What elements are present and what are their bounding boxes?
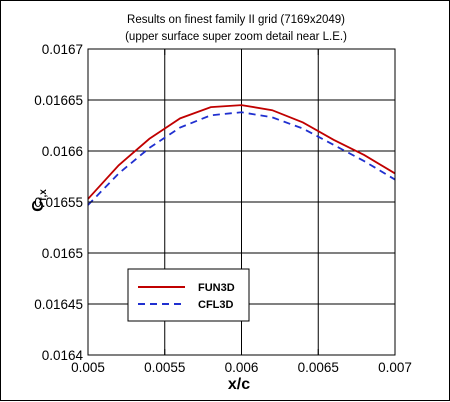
chart-subtitle: (upper surface super zoom detail near L.… xyxy=(125,31,347,43)
chart-title: Results on finest family II grid (7169x2… xyxy=(127,14,345,26)
y-tick-label: 0.0166 xyxy=(42,144,83,159)
y-axis-label-group: C xyxy=(30,200,47,212)
y-tick-label: 0.01645 xyxy=(34,297,83,312)
y-tick-label: 0.0165 xyxy=(42,246,83,261)
y-axis-label-subscript: f,x xyxy=(38,189,49,201)
legend-label-cfl3d: CFL3D xyxy=(198,299,234,311)
tick-layer: 0.005 0.0055 0.006 0.0065 0.007 0.0164 0.01645… xyxy=(34,42,412,375)
x-tick-label: 0.005 xyxy=(71,360,105,375)
x-tick-label: 0.006 xyxy=(225,360,259,375)
plot-area-border xyxy=(87,48,396,356)
y-tick-label: 0.0164 xyxy=(42,348,84,363)
x-tick-label: 0.007 xyxy=(378,360,412,375)
legend-label-fun3d: FUN3D xyxy=(198,282,235,294)
y-axis-label: C xyxy=(30,200,47,212)
series-line-cfl3d xyxy=(87,111,396,206)
x-tick-label: 0.0065 xyxy=(298,360,339,375)
legend-box xyxy=(127,268,250,322)
series-layer xyxy=(87,104,396,206)
y-tick-label: 0.0167 xyxy=(42,42,83,57)
y-tick-label: 0.01655 xyxy=(34,195,83,210)
x-tick-label: 0.0055 xyxy=(144,360,185,375)
y-tick-label: 0.01665 xyxy=(34,93,83,108)
y-axis-subscript-group: f,x xyxy=(38,189,49,201)
x-axis-label: x/c xyxy=(228,376,250,393)
series-line-fun3d xyxy=(87,104,396,200)
legend: FUN3D CFL3D xyxy=(127,268,250,322)
